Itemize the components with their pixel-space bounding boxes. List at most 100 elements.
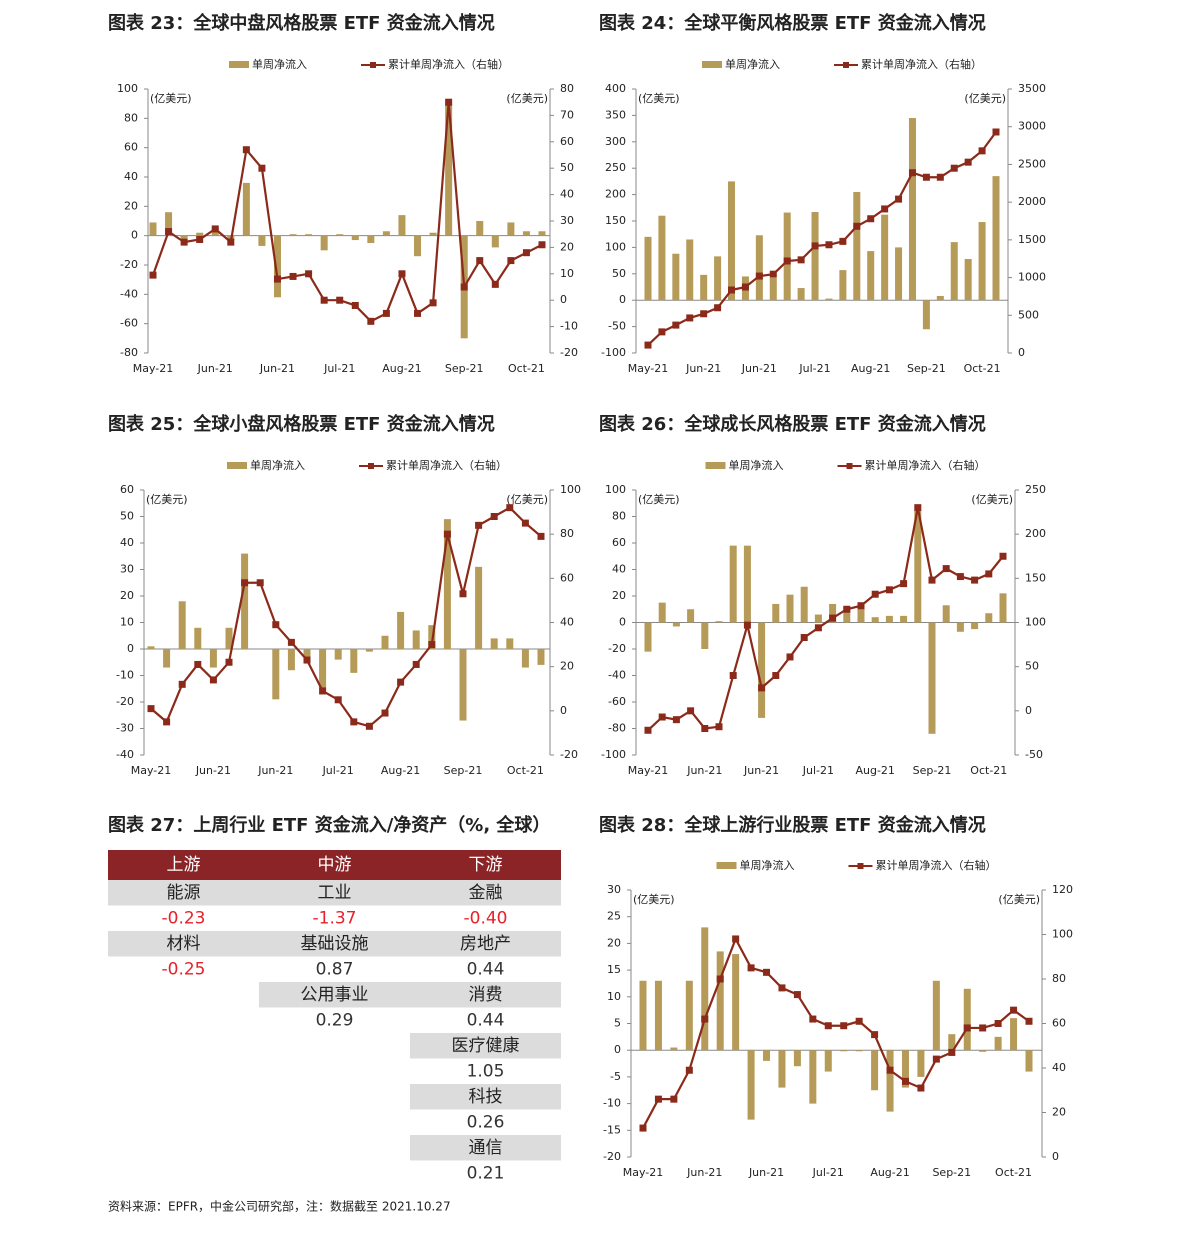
legend-swatch <box>227 462 247 469</box>
bar <box>783 212 791 301</box>
y-tick-label: 10 <box>607 990 621 1003</box>
bar <box>999 593 1007 623</box>
x-tick-label: Jul-21 <box>798 362 830 375</box>
y2-tick-label: 70 <box>560 108 574 121</box>
y-tick-label: 0 <box>614 1043 621 1056</box>
y-tick-label: -80 <box>608 722 626 735</box>
y-axis-label: (亿美元) <box>146 493 188 506</box>
y-tick-label: 20 <box>120 589 134 602</box>
y-tick-label: 300 <box>605 135 626 148</box>
bar <box>948 1034 956 1051</box>
legend-label: 累计单周净流入（右轴） <box>388 57 509 71</box>
x-tick-label: Oct-21 <box>508 362 545 375</box>
marker <box>985 570 993 578</box>
bar <box>258 235 266 246</box>
bar <box>654 980 662 1051</box>
bar <box>732 954 740 1051</box>
y2-tick-label: 0 <box>1025 704 1032 717</box>
marker <box>644 341 652 349</box>
marker <box>811 242 819 250</box>
legend-label: 单周净流入 <box>252 57 307 71</box>
y-tick-label: -100 <box>601 748 626 761</box>
table-name-bg <box>410 1033 561 1059</box>
x-tick-label: Sep-21 <box>932 1166 971 1179</box>
marker <box>922 173 930 181</box>
legend-swatch <box>702 61 722 68</box>
bar <box>476 221 484 236</box>
y2-tick-label: 10 <box>560 267 574 280</box>
source-note: 资料来源：EPFR，中金公司研究部，注：数据截至 2021.10.27 <box>108 1199 451 1214</box>
marker <box>743 621 751 629</box>
x-tick-label: Sep-21 <box>913 764 952 777</box>
marker <box>350 718 358 726</box>
x-tick-label: Jun-21 <box>685 362 721 375</box>
marker <box>194 660 202 668</box>
table-name: 材料 <box>167 934 201 954</box>
y-tick-label: 15 <box>607 963 621 976</box>
marker <box>320 296 328 304</box>
x-tick-label: Jul-21 <box>802 764 834 777</box>
bar <box>320 235 328 251</box>
table-value: -0.25 <box>162 959 206 979</box>
bar <box>825 298 833 301</box>
marker <box>241 579 249 587</box>
bar <box>686 239 694 301</box>
bar <box>928 622 936 734</box>
bar <box>963 988 971 1051</box>
marker <box>741 283 749 291</box>
x-tick-label: Jun-21 <box>197 362 233 375</box>
table-name-bg <box>410 931 561 957</box>
y-tick-label: 30 <box>120 563 134 576</box>
bar <box>351 235 359 241</box>
bar <box>490 638 498 649</box>
marker <box>994 1020 1002 1027</box>
x-tick-label: Jun-21 <box>259 362 295 375</box>
table-name: 能源 <box>167 883 201 903</box>
marker <box>165 228 173 236</box>
y-tick-label: -10 <box>603 1097 621 1110</box>
marker <box>755 272 763 280</box>
y-tick-label: 60 <box>124 141 138 154</box>
marker <box>443 530 451 538</box>
x-tick-label: Jun-21 <box>743 764 779 777</box>
bar <box>1025 1050 1033 1072</box>
bar <box>885 615 893 623</box>
y-axis-label: (亿美元) <box>638 92 680 105</box>
chart-title: 图表 25：全球小盘风格股票 ETF 资金流入情况 <box>108 413 495 435</box>
y-tick-label: 5 <box>614 1017 621 1030</box>
marker <box>334 696 342 704</box>
marker <box>211 225 219 233</box>
table-value: 1.05 <box>467 1061 505 1081</box>
y-tick-label: -20 <box>608 642 626 655</box>
x-tick-label: Aug-21 <box>382 362 421 375</box>
marker <box>714 304 722 312</box>
marker <box>1010 1006 1018 1014</box>
bar <box>194 627 202 649</box>
table-header: 上游 <box>167 855 201 875</box>
y-tick-label: 0 <box>127 642 134 655</box>
bar <box>901 1050 909 1088</box>
bar <box>178 601 186 649</box>
bar <box>786 594 794 623</box>
marker <box>654 1095 662 1103</box>
bar <box>956 622 964 632</box>
y-tick-label: 150 <box>605 214 626 227</box>
table-name: 通信 <box>469 1138 503 1158</box>
y2-tick-label: 0 <box>560 293 567 306</box>
marker <box>700 310 708 318</box>
bar <box>843 606 851 623</box>
marker <box>273 275 281 283</box>
y2-tick-label: 3000 <box>1018 120 1046 133</box>
bar <box>886 1050 894 1112</box>
bar <box>1010 1018 1018 1051</box>
table-name: 房地产 <box>460 934 511 954</box>
marker <box>797 256 805 264</box>
bar <box>936 295 944 301</box>
marker <box>225 658 233 666</box>
table-name-bg <box>410 880 561 906</box>
table-value: 0.29 <box>316 1010 354 1030</box>
marker <box>507 257 515 265</box>
x-tick-label: Jul-21 <box>322 764 354 777</box>
bar <box>778 1050 786 1088</box>
marker <box>644 726 652 734</box>
